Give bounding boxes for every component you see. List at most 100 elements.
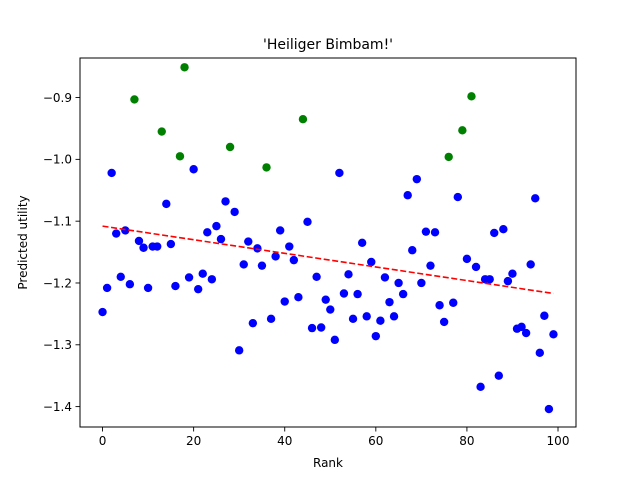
blue-data-point (503, 276, 513, 286)
blue-data-point (367, 257, 376, 267)
blue-data-point (112, 229, 121, 238)
blue-data-point (198, 269, 207, 278)
blue-data-point (139, 243, 148, 252)
blue-data-point (485, 275, 494, 284)
green-data-point (180, 63, 189, 72)
blue-data-point (285, 242, 294, 251)
green-data-point (130, 95, 139, 104)
x-tick-label: 100 (547, 434, 570, 448)
blue-data-point (230, 207, 239, 217)
y-tick-label: −0.9 (43, 91, 72, 105)
blue-data-point (107, 168, 116, 178)
blue-data-point (462, 254, 472, 264)
plot-frame (79, 57, 577, 428)
green-data-point (225, 142, 235, 152)
blue-data-point (540, 311, 549, 320)
blue-data-point (389, 312, 399, 321)
blue-data-point (544, 404, 554, 414)
blue-data-point (221, 197, 230, 206)
blue-data-point (408, 246, 417, 255)
blue-data-point (316, 323, 326, 332)
blue-data-point (326, 305, 335, 314)
blue-data-point (312, 272, 321, 281)
blue-data-point (271, 252, 280, 261)
y-tick-label: −1.4 (43, 400, 72, 414)
blue-data-point (162, 199, 171, 209)
blue-data-point (494, 371, 503, 380)
blue-data-point (376, 316, 385, 325)
blue-data-point (335, 168, 344, 178)
blue-data-point (426, 261, 435, 270)
blue-data-point (321, 295, 330, 304)
green-data-point (175, 152, 185, 161)
x-tick-label: 80 (459, 434, 474, 448)
green-data-point (157, 127, 166, 136)
blue-data-point (339, 289, 349, 298)
green-data-point (298, 114, 308, 124)
blue-data-point (212, 221, 221, 231)
blue-data-point (412, 174, 422, 184)
data-points (98, 63, 558, 414)
blue-data-point (439, 317, 449, 327)
blue-data-point (102, 283, 112, 293)
blue-data-point (244, 237, 253, 246)
blue-data-point (417, 278, 426, 288)
blue-data-point (499, 225, 508, 234)
y-tick-label: −1.0 (43, 153, 72, 167)
x-axis: 0 20 40 60 80 100 (99, 427, 570, 448)
blue-data-point (362, 312, 371, 321)
chart-title: 'Heiliger Bimbam!' (263, 37, 393, 53)
blue-data-point (98, 307, 107, 317)
blue-data-point (508, 269, 517, 278)
blue-data-point (353, 289, 362, 299)
blue-data-point (371, 331, 381, 341)
y-tick-label: −1.3 (43, 338, 72, 352)
x-axis-label: Rank (313, 456, 343, 470)
y-axis: −1.4 −1.3 −1.2 −1.1 −1.0 −0.9 (43, 91, 80, 414)
blue-data-point (380, 273, 390, 282)
blue-data-point (535, 348, 544, 358)
blue-data-point (303, 217, 312, 226)
blue-data-point (207, 275, 217, 284)
blue-data-point (125, 280, 135, 289)
blue-data-point (143, 283, 153, 293)
blue-data-point (184, 273, 194, 282)
blue-data-point (398, 289, 408, 299)
blue-data-point (266, 314, 276, 324)
blue-data-point (307, 323, 317, 333)
green-data-point (444, 152, 453, 162)
blue-data-point (385, 297, 394, 307)
blue-data-point (330, 335, 340, 345)
y-axis-label: Predicted utility (16, 195, 30, 289)
blue-data-point (526, 260, 535, 269)
trend-line (102, 225, 554, 295)
blue-data-point (253, 244, 262, 253)
y-tick-label: −1.1 (43, 214, 72, 228)
blue-data-point (153, 242, 162, 251)
blue-data-point (193, 284, 203, 294)
green-data-point (262, 163, 271, 172)
blue-data-point (394, 278, 403, 288)
blue-data-point (248, 318, 258, 328)
trend-line-group (102, 225, 554, 295)
blue-data-point (453, 192, 463, 202)
blue-data-point (239, 260, 248, 269)
x-tick-label: 40 (277, 434, 292, 448)
blue-data-point (280, 297, 289, 306)
x-tick-label: 60 (368, 434, 383, 448)
blue-data-point (257, 261, 267, 270)
blue-data-point (203, 228, 212, 237)
blue-data-point (171, 281, 180, 291)
blue-data-point (517, 322, 526, 332)
blue-data-point (471, 262, 481, 272)
green-data-point (467, 92, 476, 101)
y-tick-label: −1.2 (43, 276, 72, 290)
blue-data-point (134, 236, 144, 246)
blue-data-point (403, 191, 412, 200)
x-tick-label: 0 (99, 434, 107, 448)
blue-data-point (348, 314, 358, 324)
blue-data-point (166, 239, 176, 249)
